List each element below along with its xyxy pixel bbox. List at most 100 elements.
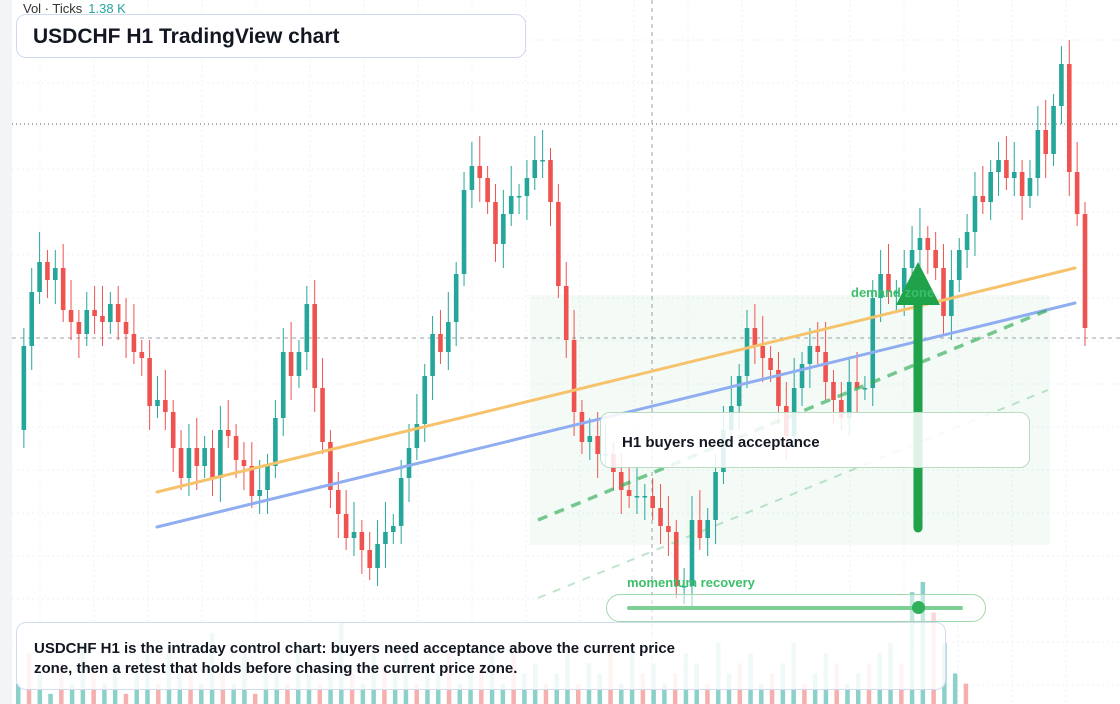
volume-bar (662, 683, 667, 704)
volume-bar (845, 683, 850, 704)
candle-body (485, 178, 490, 202)
candle-body (469, 166, 475, 190)
candle-body (1011, 172, 1017, 178)
candle-body (280, 352, 286, 418)
candle-body (862, 388, 868, 390)
volume-bar (705, 683, 710, 704)
candle-body (233, 436, 239, 460)
candle-body (634, 496, 640, 498)
candle-body (1066, 64, 1072, 172)
candle-body (815, 346, 821, 352)
candle-body (626, 490, 632, 496)
candle-body (453, 274, 459, 322)
title-card: USDCHF H1 TradingView chart (16, 14, 526, 58)
candle-body (909, 250, 915, 268)
candle-body (532, 160, 538, 178)
candle-body (390, 526, 396, 532)
candle-body (1059, 64, 1064, 106)
candle-body (202, 448, 207, 466)
candle-body (131, 334, 137, 352)
candle-body (508, 196, 514, 214)
chart-title: USDCHF H1 TradingView chart (33, 25, 340, 48)
volume-bar (414, 683, 419, 704)
candle-body (155, 400, 160, 406)
candle-body (658, 508, 663, 526)
candle-body (446, 322, 451, 352)
candle-body (53, 268, 58, 280)
candle-body (901, 268, 907, 292)
candle-body (697, 520, 703, 538)
volume-indicator-label[interactable]: Vol · Ticks 1.38 K (23, 1, 126, 16)
candle-body (799, 364, 805, 388)
candle-body (548, 160, 553, 202)
candle-body (398, 478, 404, 526)
candle-body (139, 352, 145, 358)
candle-body (123, 322, 129, 334)
candle-body (516, 196, 522, 198)
candle-body (988, 172, 993, 202)
candle-body (925, 238, 931, 250)
candle-body (375, 544, 380, 568)
volume-indicator-name: Vol · Ticks (23, 1, 83, 16)
candle-body (170, 412, 176, 448)
candle-body (493, 202, 498, 244)
candle-body (414, 424, 420, 448)
candle-body (886, 274, 891, 292)
candle-body (760, 346, 766, 358)
volume-bar (252, 693, 258, 704)
candle-body (752, 328, 758, 346)
candle-body (29, 292, 35, 346)
candle-body (92, 310, 97, 316)
candle-body (642, 496, 648, 498)
candle-body (618, 472, 624, 490)
candle-body (1082, 214, 1088, 328)
demand-zone-label: demand zone (851, 285, 935, 300)
volume-bar (285, 683, 290, 704)
candle-body (736, 376, 742, 406)
volume-bar (123, 693, 129, 704)
candle-body (917, 238, 923, 250)
candle-body (579, 412, 585, 442)
candle-body (351, 532, 357, 538)
candle-body (681, 586, 687, 588)
candle-body (60, 268, 66, 310)
candle-body (225, 430, 231, 436)
candle-body (540, 160, 545, 162)
candle-body (210, 448, 215, 478)
candle-body (587, 436, 593, 442)
candle-body (249, 466, 255, 496)
candle-body (438, 334, 443, 352)
volume-bar (759, 683, 764, 704)
momentum-label: momentum recovery (627, 575, 755, 590)
candle-body (343, 514, 349, 538)
candle-body (705, 520, 711, 538)
candle-body (1004, 160, 1009, 178)
candle-body (846, 382, 852, 418)
candle-body (288, 352, 294, 376)
candle-body (744, 328, 750, 376)
momentum-gauge (606, 594, 986, 622)
volume-bar (199, 683, 204, 704)
candle-body (831, 382, 836, 400)
candle-body (320, 388, 325, 442)
candle-body (524, 178, 530, 196)
volume-bar (575, 683, 581, 704)
candle-body (980, 196, 986, 202)
candle-body (776, 370, 781, 406)
candle-body (713, 472, 718, 520)
volume-bar (317, 683, 323, 704)
candle-body (894, 292, 899, 294)
volume-bar (802, 683, 807, 704)
candle-body (768, 358, 773, 370)
volume-bar (231, 683, 236, 704)
candle-body (650, 496, 655, 508)
volume-bar (16, 683, 21, 704)
candle-body (115, 304, 121, 322)
candle-body (76, 322, 82, 334)
candle-body (839, 400, 844, 418)
candle-body (406, 448, 412, 478)
candle-body (304, 304, 310, 352)
candle-body (823, 352, 828, 382)
candle-body (335, 490, 341, 514)
candle-body (84, 310, 90, 334)
